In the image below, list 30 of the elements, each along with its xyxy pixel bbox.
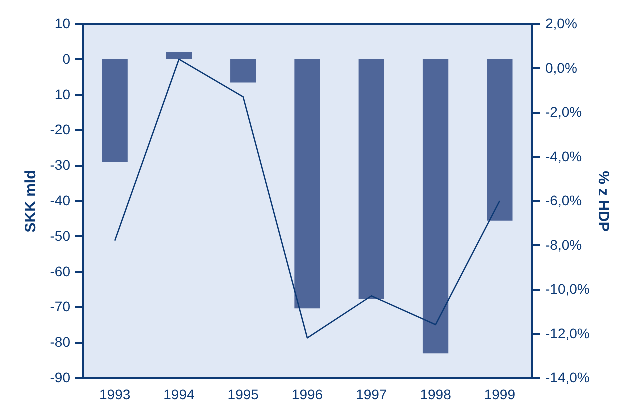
y-tick-label: -70 <box>50 298 71 315</box>
y2-tick-label: -2,0% <box>546 104 582 120</box>
y2-tick-label: -10,0% <box>546 281 590 297</box>
y-tick-label: -50 <box>50 228 71 244</box>
y-tick-label: -20 <box>50 122 71 138</box>
y-tick-label: -40 <box>50 192 71 208</box>
x-tick-label: 1995 <box>228 386 260 402</box>
y-tick-label: 10 <box>54 86 71 102</box>
y2-tick-label: -8,0% <box>546 236 582 253</box>
y2-tick-label: 0,0% <box>546 60 578 76</box>
y-axis-title: SKK mld <box>22 170 40 233</box>
y2-tick-label: -6,0% <box>546 192 582 208</box>
x-tick-label: 1997 <box>356 386 388 402</box>
y2-tick-label: -12,0% <box>546 325 590 342</box>
x-tick-label: 1994 <box>164 386 195 402</box>
y2-tick-label: -4,0% <box>546 148 582 164</box>
x-tick-label: 1998 <box>420 386 452 402</box>
y-tick-label: -80 <box>50 334 71 350</box>
y2-tick-label: 2,0% <box>546 16 578 32</box>
y-tick-label: -90 <box>50 370 71 386</box>
x-tick-label: 1993 <box>99 386 131 402</box>
y-tick-label: 0 <box>62 50 71 67</box>
x-tick-label: 1999 <box>484 386 516 402</box>
y-tick-label: -60 <box>50 263 71 280</box>
x-tick-label: 1996 <box>292 386 324 402</box>
y-tick-label: 10 <box>54 16 71 32</box>
y-tick-label: -30 <box>50 157 71 174</box>
line-series <box>114 58 501 339</box>
y2-axis-title: % z HDP <box>594 171 612 232</box>
y2-tick-label: -14,0% <box>546 370 590 386</box>
